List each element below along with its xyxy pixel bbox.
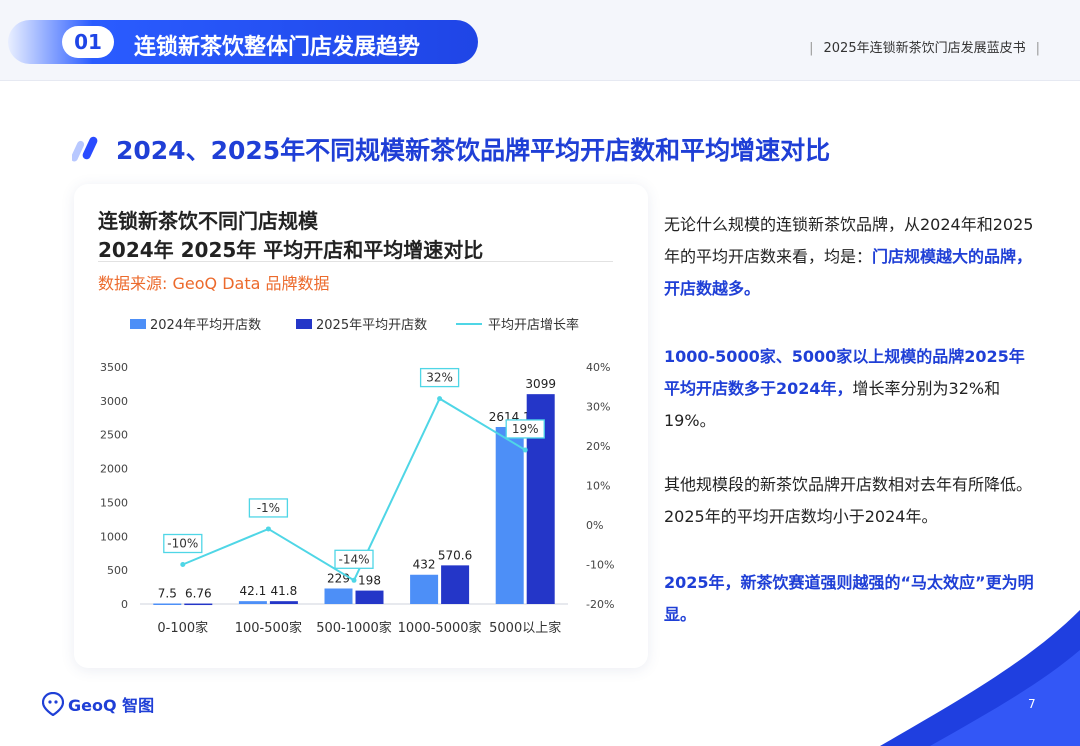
bar-value-label: 570.6	[438, 548, 472, 562]
y-left-tick-label: 1000	[100, 530, 128, 543]
y-left-tick-label: 3000	[100, 395, 128, 408]
paragraph-1: 无论什么规模的连锁新茶饮品牌，从2024年和2025年的平均开店数来看，均是：门…	[664, 209, 1036, 305]
geoq-logo: GeoQ 智图	[42, 692, 154, 716]
growth-rate-point	[351, 577, 357, 583]
growth-rate-label: 19%	[512, 422, 539, 436]
legend-item-growth: 平均开店增长率	[456, 314, 579, 333]
bar-value-label: 41.8	[271, 584, 298, 598]
growth-rate-label: -1%	[257, 501, 280, 515]
y-right-tick-label: -20%	[586, 598, 614, 611]
paragraph-3: 其他规模段的新茶饮品牌开店数相对去年有所降低。2025年的平均开店数均小于202…	[664, 475, 1033, 526]
bar-value-label: 6.76	[185, 587, 212, 601]
growth-rate-label-box	[419, 367, 460, 388]
bar-2024	[238, 601, 267, 604]
bar-value-label: 3099	[525, 377, 556, 391]
bar-2024	[153, 603, 182, 605]
bar-2024	[324, 588, 353, 604]
bar-2025	[355, 590, 384, 604]
bar-2025	[269, 601, 298, 604]
growth-rate-point	[265, 526, 271, 532]
section-title: 连锁新茶饮整体门店发展趋势	[134, 35, 421, 60]
legend-swatch-2024	[130, 318, 146, 329]
y-right-tick-label: -10%	[586, 559, 614, 572]
bar-value-label: 7.5	[158, 586, 177, 600]
growth-rate-point	[437, 396, 443, 402]
legend-label-2025: 2025年平均开店数	[316, 318, 428, 333]
bar-value-label: 432	[413, 558, 436, 572]
y-left-tick-label: 1500	[100, 496, 128, 509]
y-left-tick-label: 2500	[100, 429, 128, 442]
bar-2025	[441, 565, 470, 604]
y-left-tick-label: 0	[121, 598, 128, 611]
page-title: 2024、2025年不同规模新茶饮品牌平均开店数和平均增速对比	[116, 136, 831, 165]
legend-item-2025: 2025年平均开店数	[296, 314, 427, 333]
bar-value-label: 198	[358, 574, 381, 588]
paragraph-4-highlight: 2025年，新茶饮赛道强则越强的“马太效应”更为明显。	[664, 573, 1034, 624]
x-category-label: 1000-5000家	[398, 620, 482, 636]
chart-source: 数据来源: GeoQ Data 品牌数据	[98, 274, 330, 293]
growth-rate-label-box	[248, 498, 289, 518]
legend-label-2024: 2024年平均开店数	[150, 318, 262, 333]
report-title: | 2025年连锁新茶饮门店发展蓝皮书 |	[799, 37, 1050, 56]
legend-swatch-2025	[296, 318, 312, 329]
growth-rate-label: -14%	[338, 552, 369, 566]
title-slash-icon	[72, 136, 98, 162]
y-right-tick-label: 30%	[586, 401, 610, 414]
paragraph-4: 2025年，新茶饮赛道强则越强的“马太效应”更为明显。	[664, 567, 1036, 631]
paragraph-2-text: 增长率分别为32%和19%。	[664, 379, 1001, 430]
chart-title-line1: 连锁新茶饮不同门店规模	[98, 209, 318, 233]
bar-2024	[410, 574, 439, 604]
section-number: 01	[62, 26, 114, 58]
growth-rate-label: 32%	[426, 371, 453, 385]
page-number: 7	[1028, 697, 1036, 711]
y-right-tick-label: 10%	[586, 480, 610, 493]
growth-rate-point	[180, 562, 186, 567]
map-pin-icon	[42, 692, 64, 716]
paragraph-2: 1000-5000家、5000家以上规模的品牌2025年平均开店数多于2024年…	[664, 341, 1036, 437]
y-right-tick-label: 20%	[586, 440, 610, 453]
y-left-tick-label: 500	[107, 564, 128, 577]
legend-label-growth: 平均开店增长率	[488, 318, 580, 333]
report-title-text: 2025年连锁新茶饮门店发展蓝皮书	[823, 41, 1026, 56]
x-category-label: 500-1000家	[316, 620, 392, 636]
bar-2025	[184, 603, 213, 606]
legend-swatch-growth	[456, 322, 482, 325]
y-right-tick-label: 40%	[586, 361, 610, 374]
x-category-label: 5000以上家	[489, 620, 561, 636]
growth-rate-label-box	[163, 533, 203, 554]
growth-rate-point	[522, 447, 528, 453]
chart-title-line2: 2024年 2025年 平均开店和平均增速对比	[98, 238, 484, 262]
paragraph-1-highlight: 门店规模越大的品牌，开店数越多。	[664, 247, 1033, 298]
divider-right: |	[1035, 41, 1040, 56]
growth-rate-label-box	[334, 549, 374, 569]
x-category-label: 100-500家	[235, 620, 302, 636]
paragraph-1-text: 无论什么规模的连锁新茶饮品牌，从2024年和2025年的平均开店数来看，均是：	[664, 215, 1034, 266]
logo-text: GeoQ 智图	[68, 696, 155, 715]
paragraph-2-highlight: 1000-5000家、5000家以上规模的品牌2025年平均开店数多于2024年…	[664, 347, 1025, 398]
growth-rate-label: -10%	[167, 537, 198, 551]
y-left-tick-label: 2000	[100, 463, 128, 476]
chart-divider	[98, 261, 613, 262]
y-left-tick-label: 3500	[100, 361, 128, 374]
bar-2024	[495, 426, 524, 604]
y-right-tick-label: 0%	[586, 519, 603, 532]
bar-value-label: 42.1	[240, 584, 267, 598]
x-category-label: 0-100家	[157, 620, 208, 636]
bar-value-label: 229	[327, 571, 350, 585]
growth-rate-label-box	[505, 419, 545, 439]
legend-item-2024: 2024年平均开店数	[130, 314, 261, 333]
bar-line-chart: 0 500 1000 1500 2000 2500 3000 3500 -20% -10% 0% 10…	[100, 361, 614, 636]
divider-left: |	[809, 41, 814, 56]
